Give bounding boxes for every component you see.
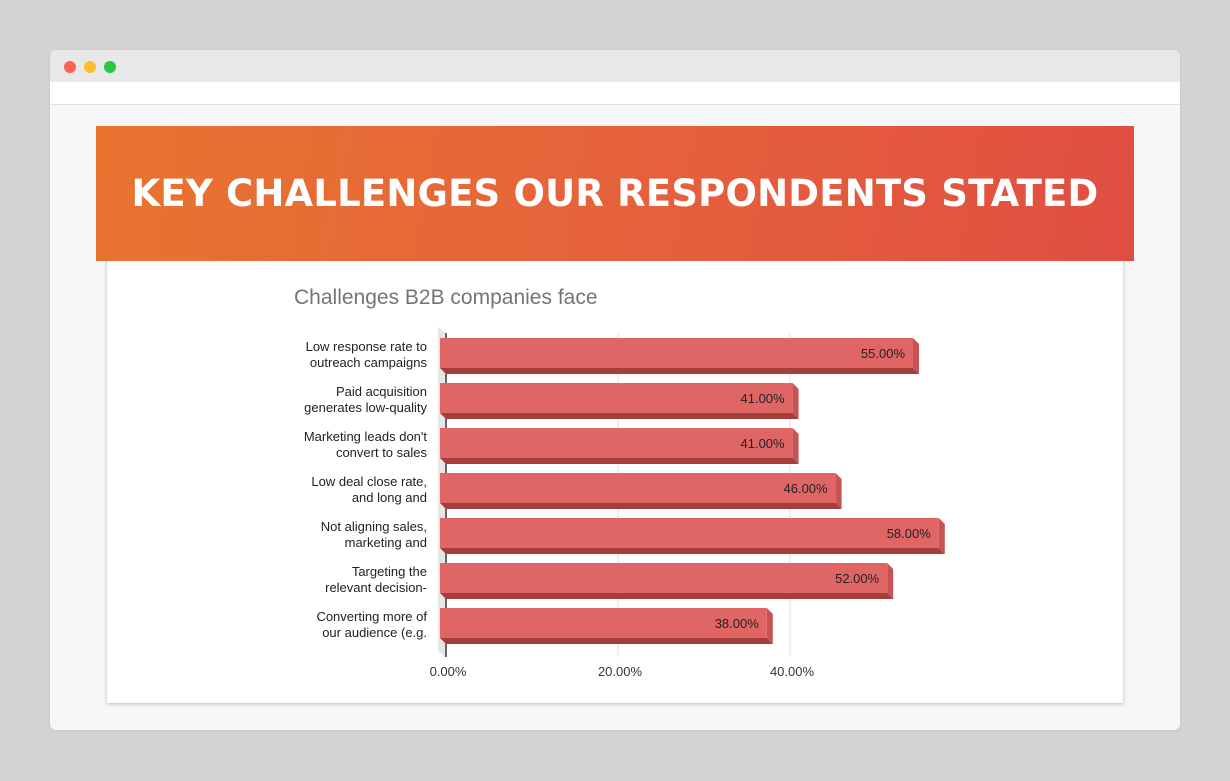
bar-side-face bbox=[835, 473, 842, 509]
bar-side-face bbox=[887, 563, 894, 599]
bar-value-label: 55.00% bbox=[861, 346, 906, 361]
bar bbox=[440, 338, 913, 368]
bar bbox=[440, 473, 836, 503]
category-label: Converting more of bbox=[316, 609, 427, 624]
bar-bottom-face bbox=[440, 593, 894, 599]
bar-side-face bbox=[938, 518, 945, 554]
category-label: Marketing leads don't bbox=[304, 429, 428, 444]
bar-value-label: 38.00% bbox=[715, 616, 760, 631]
browser-window: KEY CHALLENGES OUR RESPONDENTS STATED Ch… bbox=[50, 50, 1180, 730]
bar bbox=[440, 428, 793, 458]
bar-bottom-face bbox=[440, 638, 773, 644]
bar-bottom-face bbox=[440, 458, 799, 464]
category-label: and long and bbox=[352, 490, 427, 505]
bar-side-face bbox=[792, 428, 799, 464]
bar-side-face bbox=[766, 608, 773, 644]
category-label: generates low-quality bbox=[304, 400, 427, 415]
category-label: Paid acquisition bbox=[336, 384, 427, 399]
bar-value-label: 41.00% bbox=[741, 436, 786, 451]
x-tick-label: 20.00% bbox=[598, 664, 643, 679]
x-tick-label: 40.00% bbox=[770, 664, 815, 679]
maximize-window-button[interactable] bbox=[104, 61, 116, 73]
category-label: Low deal close rate, bbox=[311, 474, 427, 489]
bar-side-face bbox=[913, 338, 919, 374]
minimize-window-button[interactable] bbox=[84, 61, 96, 73]
banner-title: KEY CHALLENGES OUR RESPONDENTS STATED bbox=[131, 172, 1099, 215]
category-label: marketing and bbox=[345, 535, 427, 550]
bar-bottom-face bbox=[440, 368, 919, 374]
bar bbox=[440, 563, 888, 593]
category-label: Not aligning sales, bbox=[321, 519, 427, 534]
category-label: outreach campaigns bbox=[310, 355, 428, 370]
bar bbox=[440, 608, 767, 638]
bar-value-label: 41.00% bbox=[741, 391, 786, 406]
chart-title: Challenges B2B companies face bbox=[294, 286, 598, 309]
category-label: relevant decision- bbox=[325, 580, 427, 595]
bar bbox=[440, 518, 939, 548]
category-label: our audience (e.g. bbox=[322, 625, 427, 640]
window-titlebar bbox=[50, 50, 1180, 82]
bar-value-label: 52.00% bbox=[835, 571, 880, 586]
category-label: Targeting the bbox=[352, 564, 427, 579]
header-banner: KEY CHALLENGES OUR RESPONDENTS STATED bbox=[96, 126, 1134, 261]
category-label: convert to sales bbox=[336, 445, 428, 460]
browser-toolbar bbox=[50, 82, 1180, 105]
bar-bottom-face bbox=[440, 413, 799, 419]
bar-value-label: 58.00% bbox=[887, 526, 932, 541]
bar-bottom-face bbox=[440, 503, 842, 509]
bar-side-face bbox=[792, 383, 799, 419]
category-label: Low response rate to bbox=[306, 339, 427, 354]
bar-bottom-face bbox=[440, 548, 945, 554]
x-tick-label: 0.00% bbox=[430, 664, 467, 679]
bar bbox=[440, 383, 793, 413]
close-window-button[interactable] bbox=[64, 61, 76, 73]
bar-value-label: 46.00% bbox=[784, 481, 829, 496]
